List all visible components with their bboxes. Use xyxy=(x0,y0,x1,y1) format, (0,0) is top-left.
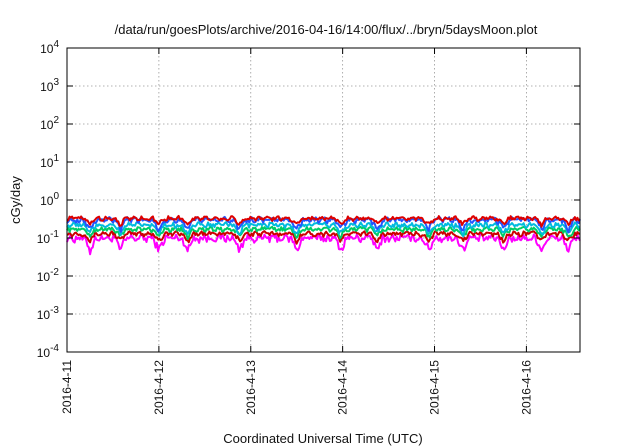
y-tick-label: 10-1 xyxy=(37,229,60,246)
x-axis-tick-labels: 2016-4-11 2016-4-12 2016-4-13 2016-4-14 2016… xyxy=(60,360,533,415)
series-line-6 xyxy=(66,214,581,228)
y-tick-label: 101 xyxy=(40,153,59,170)
y-axis-label: cGy/day xyxy=(8,176,23,224)
series-line-3 xyxy=(66,225,581,240)
y-tick-label: 103 xyxy=(40,77,59,94)
y-tick-label: 10-3 xyxy=(37,305,60,322)
grid xyxy=(67,48,580,352)
y-axis-tick-labels: 10-4 10-3 10-2 10-1 100 101 102 103 104 xyxy=(37,39,60,360)
axis-ticks xyxy=(66,47,580,353)
x-axis-label: Coordinated Universal Time (UTC) xyxy=(223,431,422,446)
y-tick-label: 10-2 xyxy=(37,267,60,284)
series-line-2 xyxy=(66,230,581,245)
series-line-1 xyxy=(66,233,581,256)
x-tick-label: 2016-4-11 xyxy=(60,360,74,414)
y-tick-label: 102 xyxy=(40,115,59,132)
y-tick-label: 10-4 xyxy=(37,343,60,360)
y-tick-label: 104 xyxy=(40,39,59,56)
series-layer xyxy=(66,214,581,256)
x-tick-label: 2016-4-14 xyxy=(336,360,350,415)
chart-title: /data/run/goesPlots/archive/2016-04-16/1… xyxy=(115,22,538,37)
x-tick-label: 2016-4-13 xyxy=(244,360,258,415)
series-line-4 xyxy=(66,221,581,238)
x-tick-label: 2016-4-15 xyxy=(428,360,442,415)
y-tick-label: 100 xyxy=(40,191,59,208)
x-tick-label: 2016-4-12 xyxy=(152,360,166,415)
x-tick-label: 2016-4-16 xyxy=(519,360,533,415)
